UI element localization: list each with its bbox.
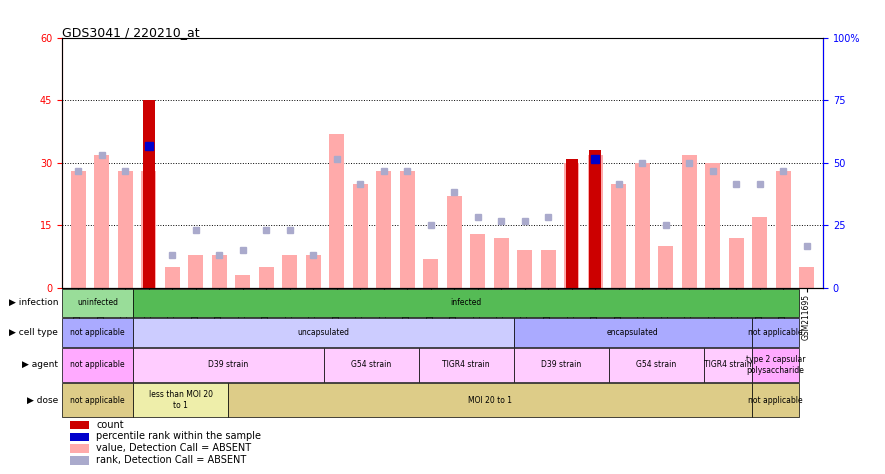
Bar [518, 250, 532, 288]
Text: rank, Detection Call = ABSENT: rank, Detection Call = ABSENT [96, 455, 246, 465]
Bar [62, 348, 134, 382]
Text: infected: infected [450, 298, 482, 307]
Bar [514, 348, 609, 382]
Bar [704, 348, 751, 382]
Text: encapsulated: encapsulated [607, 328, 658, 337]
Bar [799, 267, 814, 288]
Bar [212, 255, 227, 288]
Text: less than MOI 20
to 1: less than MOI 20 to 1 [149, 391, 213, 410]
Bar [494, 238, 509, 288]
Bar [118, 171, 133, 288]
Bar [134, 348, 324, 382]
Bar [142, 100, 155, 288]
Bar [70, 456, 89, 465]
Text: MOI 20 to 1: MOI 20 to 1 [468, 396, 512, 405]
Bar [259, 267, 273, 288]
Bar [228, 383, 751, 417]
Bar [658, 246, 673, 288]
Bar [142, 171, 157, 288]
Bar [609, 348, 704, 382]
Bar [134, 318, 514, 346]
Bar [635, 163, 650, 288]
Text: ▶ agent: ▶ agent [22, 360, 58, 369]
Text: ▶ dose: ▶ dose [27, 396, 58, 405]
Bar [134, 289, 799, 317]
Text: D39 strain: D39 strain [208, 360, 249, 369]
Bar [282, 255, 297, 288]
Bar [71, 171, 86, 288]
Bar [566, 159, 578, 288]
Bar [62, 318, 134, 346]
Bar [134, 383, 228, 417]
Bar [776, 171, 790, 288]
Text: not applicable: not applicable [748, 328, 803, 337]
Bar [423, 259, 438, 288]
Bar [306, 255, 320, 288]
Text: G54 strain: G54 strain [636, 360, 677, 369]
Text: not applicable: not applicable [70, 360, 125, 369]
Bar [165, 267, 180, 288]
Text: G54 strain: G54 strain [351, 360, 391, 369]
Bar [70, 433, 89, 441]
Text: not applicable: not applicable [70, 396, 125, 405]
Bar [376, 171, 391, 288]
Text: count: count [96, 419, 124, 429]
Text: uninfected: uninfected [77, 298, 118, 307]
Bar [62, 289, 134, 317]
Bar [419, 348, 514, 382]
Text: not applicable: not applicable [70, 328, 125, 337]
Text: ▶ infection: ▶ infection [9, 298, 58, 307]
Bar [751, 318, 799, 346]
Bar [514, 318, 751, 346]
Text: D39 strain: D39 strain [542, 360, 581, 369]
Bar [70, 421, 89, 429]
Bar [95, 155, 109, 288]
Bar [235, 275, 250, 288]
Bar [705, 163, 720, 288]
Bar [447, 196, 462, 288]
Bar [329, 134, 344, 288]
Bar [62, 383, 134, 417]
Bar [728, 238, 743, 288]
Bar [751, 348, 799, 382]
Bar [752, 217, 767, 288]
Bar [70, 444, 89, 453]
Bar [541, 250, 556, 288]
Text: type 2 capsular
polysaccharide: type 2 capsular polysaccharide [746, 355, 805, 374]
Text: not applicable: not applicable [748, 396, 803, 405]
Text: ▶ cell type: ▶ cell type [9, 328, 58, 337]
Bar [324, 348, 419, 382]
Bar [681, 155, 696, 288]
Bar [612, 184, 626, 288]
Bar [470, 234, 485, 288]
Bar [751, 383, 799, 417]
Bar [353, 184, 367, 288]
Text: GDS3041 / 220210_at: GDS3041 / 220210_at [62, 26, 200, 39]
Text: percentile rank within the sample: percentile rank within the sample [96, 431, 261, 441]
Bar [189, 255, 204, 288]
Bar [588, 155, 603, 288]
Bar [400, 171, 415, 288]
Bar [565, 163, 579, 288]
Bar [589, 150, 601, 288]
Text: uncapsulated: uncapsulated [297, 328, 350, 337]
Text: value, Detection Call = ABSENT: value, Detection Call = ABSENT [96, 443, 251, 453]
Text: TIGR4 strain: TIGR4 strain [704, 360, 751, 369]
Text: TIGR4 strain: TIGR4 strain [442, 360, 490, 369]
